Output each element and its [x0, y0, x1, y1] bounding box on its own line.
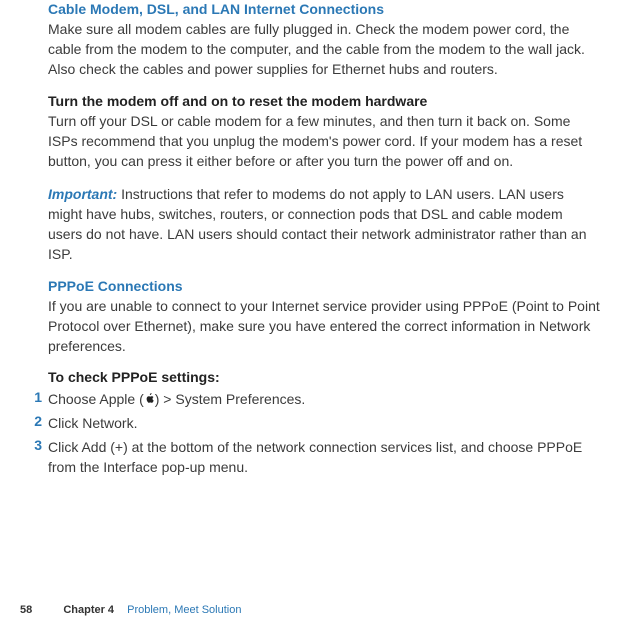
steps-list: 1 Choose Apple () > System Preferences. …: [48, 389, 600, 478]
chapter-title: Problem, Meet Solution: [127, 604, 241, 616]
page-container: Cable Modem, DSL, and LAN Internet Conne…: [0, 0, 634, 640]
step-item: 3 Click Add (+) at the bottom of the net…: [48, 437, 600, 478]
heading-pppoe: PPPoE Connections: [48, 277, 600, 296]
heading-reset-modem: Turn the modem off and on to reset the m…: [48, 92, 600, 111]
important-body: Instructions that refer to modems do not…: [48, 186, 587, 263]
heading-cable-modem: Cable Modem, DSL, and LAN Internet Conne…: [48, 0, 600, 19]
page-number: 58: [20, 604, 32, 616]
step-number: 1: [28, 389, 42, 409]
body-cable-modem: Make sure all modem cables are fully plu…: [48, 19, 600, 80]
important-label: Important:: [48, 186, 117, 202]
steps-heading: To check PPPoE settings:: [48, 369, 600, 385]
body-pppoe: If you are unable to connect to your Int…: [48, 296, 600, 357]
step1-post: ) > System Preferences.: [155, 391, 306, 407]
page-footer: 58 Chapter 4 Problem, Meet Solution: [20, 604, 241, 616]
step-item: 2 Click Network.: [48, 413, 600, 433]
chapter-label: Chapter 4: [63, 604, 114, 616]
step-text: Click Add (+) at the bottom of the netwo…: [48, 437, 600, 478]
step1-pre: Choose Apple (: [48, 391, 144, 407]
step-number: 2: [28, 413, 42, 433]
content-area: Cable Modem, DSL, and LAN Internet Conne…: [48, 0, 600, 478]
step-text: Choose Apple ( ) > System Preferences.: [48, 389, 600, 409]
step-item: 1 Choose Apple () > System Preferences.: [48, 389, 600, 409]
apple-logo-icon: [144, 392, 155, 405]
important-note: Important: Instructions that refer to mo…: [48, 184, 600, 265]
step-text: Click Network.: [48, 413, 600, 433]
step-number: 3: [28, 437, 42, 478]
body-reset-modem: Turn off your DSL or cable modem for a f…: [48, 111, 600, 172]
